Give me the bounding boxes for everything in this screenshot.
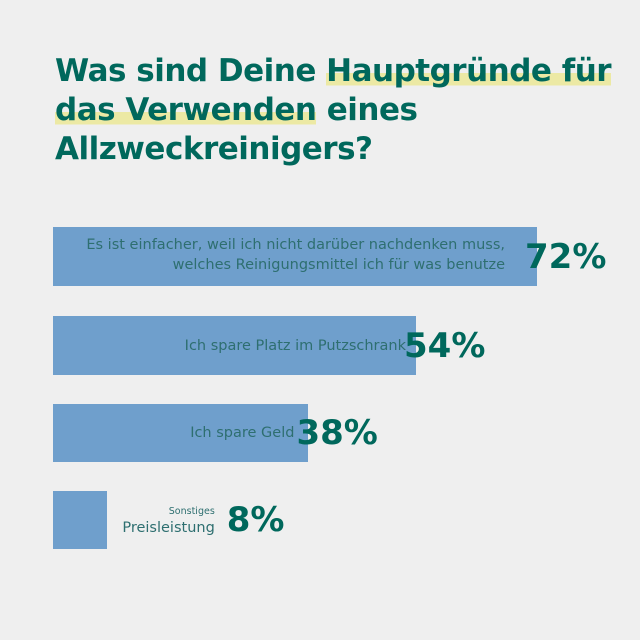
category-note: Sonstiges [168, 506, 215, 517]
bar [53, 316, 416, 375]
value-label: 8% [226, 500, 285, 540]
bar [53, 491, 107, 549]
category-label: Sonstiges Preisleistung [122, 506, 214, 538]
title-part: eines Allzweckreinigers? [55, 92, 418, 167]
category-label: Ich spare Platz im Putzschrank [184, 337, 406, 354]
title-part: Was sind Deine [55, 53, 327, 89]
value-label: 72% [525, 236, 607, 277]
category-label: Ich spare Geld [190, 425, 295, 441]
value-label: 38% [296, 413, 378, 453]
bar [53, 227, 537, 286]
category-text: Preisleistung [122, 520, 215, 536]
value-label: 54% [404, 325, 486, 366]
bar [53, 404, 309, 462]
category-label: Es ist einfacher, weil ich nicht darüber… [86, 237, 505, 273]
chart-title: Was sind Deine Hauptgründe für das Verwe… [55, 52, 615, 169]
